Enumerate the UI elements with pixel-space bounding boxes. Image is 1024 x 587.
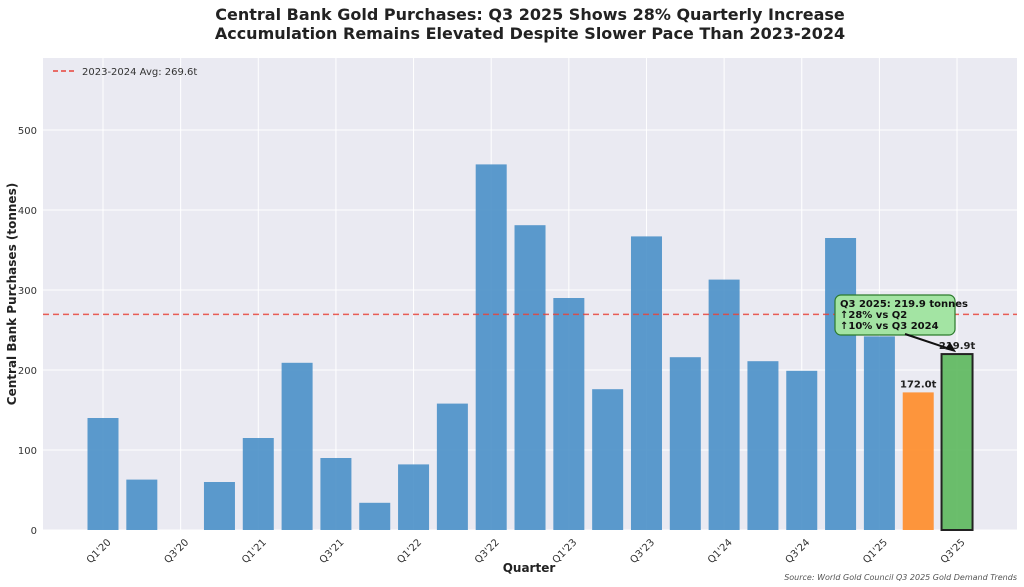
- legend: 2023-2024 Avg: 269.6t: [53, 67, 197, 78]
- bar-previous-quarter: [902, 392, 934, 530]
- bar: [242, 438, 274, 530]
- bar: [863, 336, 895, 530]
- x-tick-label: Q1'24: [706, 537, 735, 566]
- annotation-text: ↑10% vs Q3 2024: [840, 321, 939, 332]
- x-tick-label: Q3'20: [162, 537, 191, 566]
- bar-labels: 172.0t 219.9t: [900, 341, 975, 390]
- bar: [436, 403, 468, 530]
- y-tick-label: 300: [18, 286, 37, 297]
- legend-label: 2023-2024 Avg: 269.6t: [82, 67, 197, 78]
- x-tick-label: Q3'24: [784, 537, 813, 566]
- bar-current-quarter: [940, 353, 974, 531]
- bar: [281, 362, 313, 530]
- y-tick-label: 500: [18, 126, 37, 137]
- chart-subtitle: Accumulation Remains Elevated Despite Sl…: [215, 24, 845, 43]
- y-tick-label: 200: [18, 366, 37, 377]
- x-tick-label: Q3'22: [473, 537, 502, 566]
- bar: [553, 298, 585, 530]
- y-ticks: 0 100 200 300 400 500: [18, 126, 37, 537]
- source-note: Source: World Gold Council Q3 2025 Gold …: [784, 573, 1017, 582]
- x-axis-label: Quarter: [503, 561, 556, 575]
- x-tick-label: Q1'25: [861, 537, 890, 566]
- bar: [203, 482, 235, 530]
- bar-value-label: 219.9t: [939, 341, 976, 352]
- bar: [514, 225, 546, 530]
- bar: [359, 502, 391, 530]
- annotation-arrowhead: [945, 342, 957, 353]
- x-tick-label: Q1'22: [395, 537, 424, 566]
- y-tick-label: 0: [31, 526, 37, 537]
- annotation-arrow: [904, 333, 954, 352]
- bar: [747, 361, 779, 530]
- bar: [825, 238, 857, 530]
- annotation-text: Q3 2025: 219.9 tonnes: [840, 299, 968, 310]
- bar: [786, 370, 818, 530]
- y-tick-label: 400: [18, 206, 37, 217]
- bar: [87, 418, 119, 530]
- x-tick-label: Q3'25: [939, 537, 968, 566]
- bar: [669, 357, 701, 530]
- bar: [475, 164, 507, 530]
- bar: [320, 458, 352, 530]
- annotation-box: [834, 294, 956, 336]
- bar: [592, 389, 624, 530]
- bar: [630, 236, 662, 530]
- bars: [87, 164, 974, 531]
- bar-value-label: 172.0t: [900, 379, 937, 390]
- chart-title: Central Bank Gold Purchases: Q3 2025 Sho…: [215, 5, 845, 24]
- bar: [398, 464, 430, 530]
- x-tick-label: Q3'23: [628, 537, 657, 566]
- x-tick-label: Q1'21: [240, 537, 269, 566]
- y-tick-label: 100: [18, 446, 37, 457]
- bar: [708, 279, 740, 530]
- y-axis-label: Central Bank Purchases (tonnes): [5, 183, 19, 405]
- x-tick-label: Q3'21: [318, 537, 347, 566]
- annotation: Q3 2025: 219.9 tonnes↑28% vs Q2↑10% vs Q…: [834, 294, 968, 353]
- bar: [126, 479, 158, 530]
- annotation-text: ↑28% vs Q2: [840, 310, 907, 321]
- x-tick-label: Q1'20: [85, 537, 114, 566]
